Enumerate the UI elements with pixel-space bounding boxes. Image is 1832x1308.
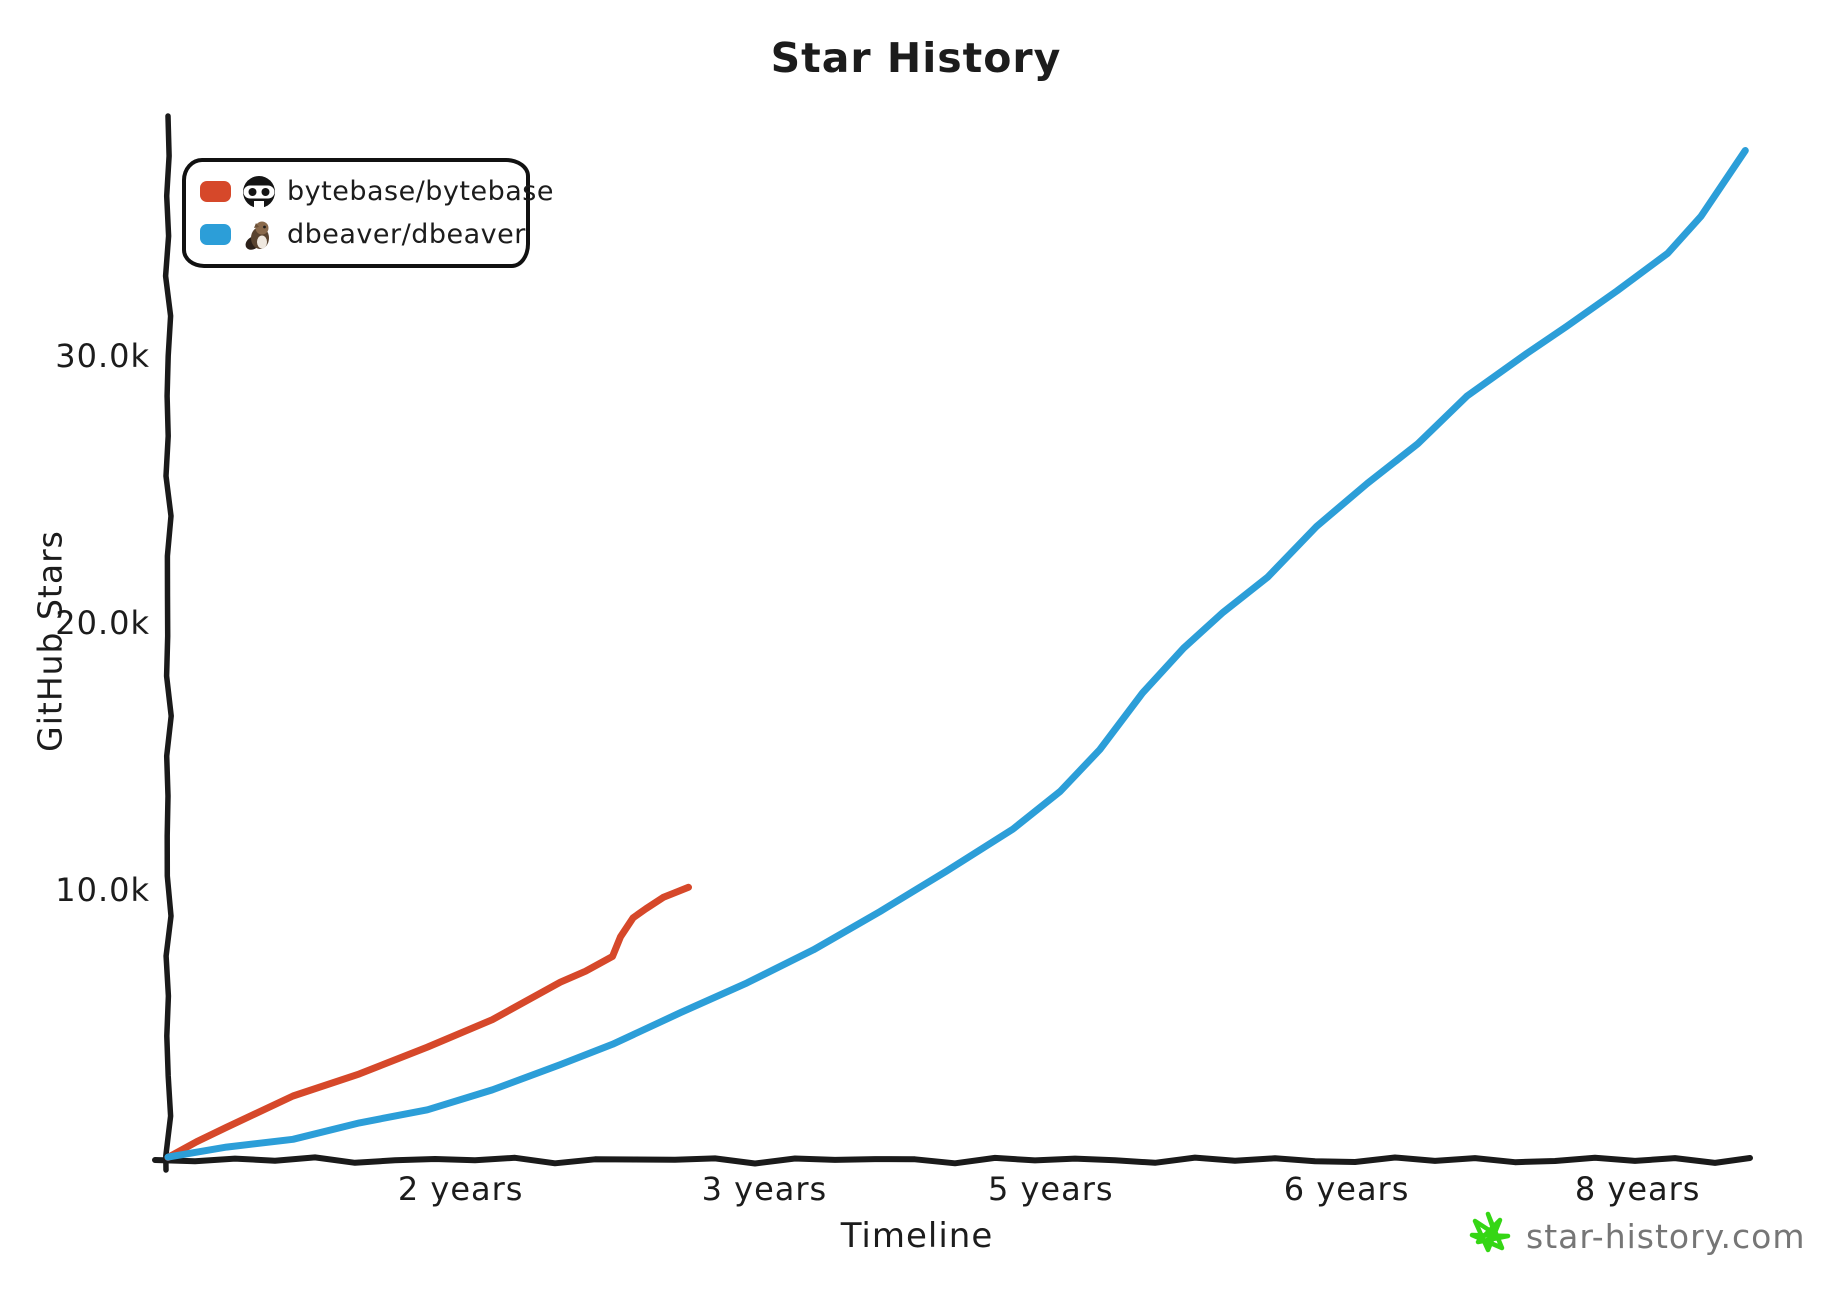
bytebase-avatar-icon (243, 175, 275, 209)
y-axis-line (162, 113, 174, 1173)
y-tick-30.0k: 30.0k (55, 337, 150, 375)
x-tick-2-years: 2 years (397, 1170, 524, 1208)
chart-title: Star History (770, 34, 1062, 82)
star-icon (1469, 1211, 1511, 1253)
legend-label-dbeaver: dbeaver/dbeaver (287, 219, 526, 250)
legend-item-bytebase: bytebase/bytebase (200, 175, 553, 209)
x-tick-8-years: 8 years (1574, 1170, 1701, 1208)
bytebase-color-swatch (200, 181, 231, 202)
y-tick-20.0k: 20.0k (55, 604, 150, 642)
series-line-dbeaver (164, 147, 1749, 1161)
watermark: star-history.com (1462, 1206, 1805, 1266)
series-line-bytebase (164, 883, 692, 1161)
x-axis-label: Timeline (840, 1216, 994, 1256)
legend-item-dbeaver: dbeaver/dbeaver (200, 218, 525, 252)
x-tick-3-years: 3 years (701, 1170, 828, 1208)
y-tick-10.0k: 10.0k (55, 871, 150, 909)
x-tick-5-years: 5 years (987, 1170, 1114, 1208)
x-tick-6-years: 6 years (1283, 1170, 1410, 1208)
watermark-text: star-history.com (1526, 1216, 1806, 1256)
dbeaver-avatar-icon (245, 221, 269, 250)
legend: bytebase/bytebase dbeaver/dbeaver (182, 158, 553, 268)
x-axis-line (152, 1154, 1753, 1167)
legend-label-bytebase: bytebase/bytebase (287, 176, 554, 207)
dbeaver-color-swatch (200, 224, 231, 245)
